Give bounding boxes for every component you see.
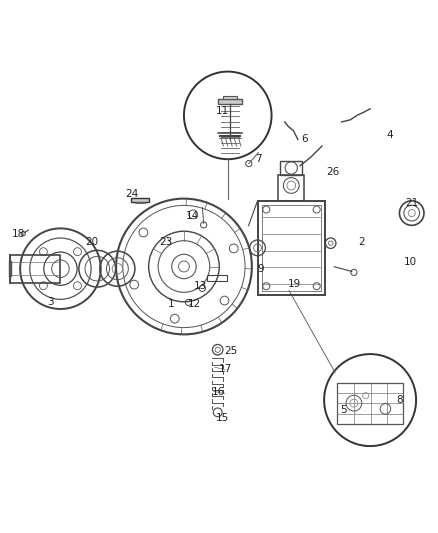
Text: 11: 11 [216,106,229,116]
Text: 7: 7 [255,154,262,164]
Text: 16: 16 [212,387,225,397]
Bar [135,201,145,204]
Text: 19: 19 [288,279,301,289]
Text: 18: 18 [12,229,25,239]
Text: 2: 2 [358,237,365,247]
Text: 17: 17 [219,365,232,374]
Bar [131,198,149,201]
Text: 23: 23 [159,237,172,247]
Text: 6: 6 [301,134,308,144]
Text: 10: 10 [404,257,417,267]
Bar [337,383,403,424]
Text: 24: 24 [126,189,139,199]
Text: 9: 9 [257,264,264,273]
Text: 13: 13 [194,281,207,291]
Text: 1: 1 [167,298,174,309]
Bar [10,255,60,282]
Text: 21: 21 [405,198,418,208]
Text: 8: 8 [396,395,403,405]
Text: 3: 3 [47,296,54,306]
Text: 12: 12 [188,298,201,309]
Text: 5: 5 [340,405,347,415]
Bar [218,99,242,104]
Bar [223,96,237,99]
Text: 26: 26 [326,167,339,177]
Text: 20: 20 [85,237,99,247]
Bar [207,275,227,280]
Text: 4: 4 [386,130,393,140]
Text: 15: 15 [216,413,229,423]
Bar [278,174,304,201]
Bar [280,161,302,174]
Text: 14: 14 [186,211,199,221]
Text: 25: 25 [224,345,237,356]
Bar [262,205,321,290]
Bar [258,201,325,295]
